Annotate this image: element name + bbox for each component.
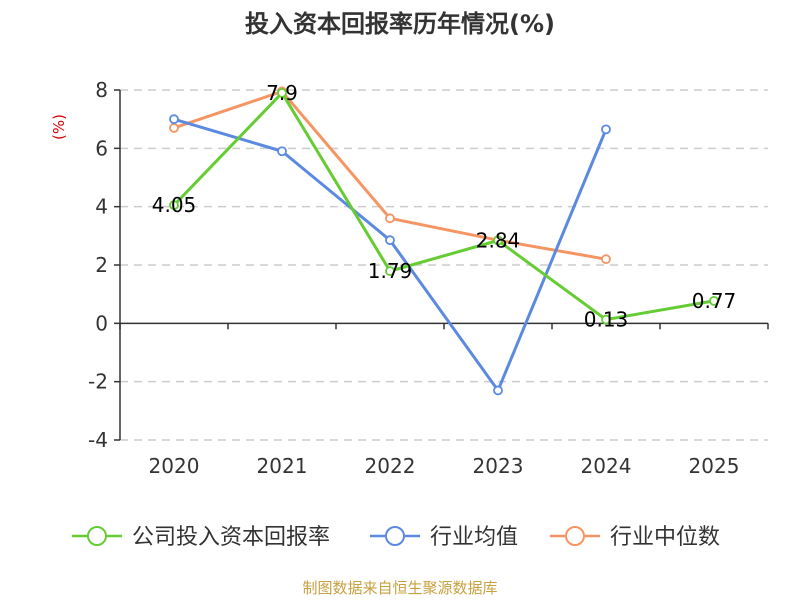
y-tick-label: 2 bbox=[95, 253, 108, 277]
data-label: 1.79 bbox=[368, 259, 413, 283]
axis-layer: -4 -2 0 2 4 6 8 2020 2021 2022 2023 2024 2025 bbox=[88, 78, 769, 478]
legend-label-2: 行业中位数 bbox=[610, 525, 720, 550]
series-0-point-3 bbox=[493, 235, 503, 246]
data-label: 4.05 bbox=[152, 193, 197, 217]
legend-label-1: 行业均值 bbox=[430, 525, 518, 550]
series-2-point-4 bbox=[601, 254, 611, 265]
x-tick-label: 2021 bbox=[257, 454, 308, 478]
legend-marker-2 bbox=[565, 526, 585, 546]
x-tick-label: 2023 bbox=[473, 454, 524, 478]
series-0-point-1 bbox=[277, 88, 287, 98]
grid-layer bbox=[120, 89, 768, 441]
data-label: 7.9 bbox=[266, 81, 298, 105]
legend-marker-0 bbox=[87, 526, 107, 546]
x-tick-label: 2020 bbox=[149, 454, 200, 478]
data-label: 2.84 bbox=[476, 229, 521, 253]
series-line-1 bbox=[173, 117, 608, 392]
data-label: 0.13 bbox=[584, 308, 629, 332]
series-1-point-4 bbox=[601, 124, 611, 135]
series-0-point-4 bbox=[601, 314, 611, 325]
y-tick-label: -2 bbox=[88, 370, 108, 394]
y-tick-label: 4 bbox=[95, 195, 108, 219]
legend: 公司投入资本回报率 行业均值 行业中位数 bbox=[72, 525, 720, 550]
series-1-point-2 bbox=[385, 235, 395, 246]
legend-marker-1 bbox=[385, 526, 405, 546]
series-2-point-2 bbox=[385, 213, 395, 224]
series-1-point-1 bbox=[277, 146, 287, 157]
data-label-layer: 4.05 7.9 1.79 2.84 0.13 0.77 bbox=[152, 81, 737, 332]
series-1-point-3 bbox=[493, 385, 503, 396]
series-0-point-0 bbox=[169, 200, 179, 211]
y-tick-label: 8 bbox=[95, 78, 108, 102]
data-label: 0.77 bbox=[692, 289, 737, 313]
series-0-point-2 bbox=[385, 266, 395, 277]
y-tick-label: 6 bbox=[95, 136, 108, 160]
chart-title: 投入资本回报率历年情况(%) bbox=[245, 10, 555, 38]
source-footer: 制图数据来自恒生聚源数据库 bbox=[302, 579, 497, 597]
y-tick-label: 0 bbox=[95, 311, 108, 335]
series-line-0 bbox=[172, 91, 715, 322]
y-axis-label: (%) bbox=[50, 114, 68, 140]
x-tick-label: 2022 bbox=[365, 454, 416, 478]
series-0-point-5 bbox=[709, 295, 719, 306]
series-line-2 bbox=[173, 89, 607, 261]
legend-label-0: 公司投入资本回报率 bbox=[132, 525, 330, 550]
series-layer bbox=[169, 86, 719, 396]
x-tick-label: 2024 bbox=[581, 454, 632, 478]
series-1-point-0 bbox=[169, 114, 179, 125]
series-2-point-0 bbox=[169, 123, 179, 133]
y-tick-label: -4 bbox=[88, 428, 108, 452]
x-tick-label: 2025 bbox=[689, 454, 740, 478]
